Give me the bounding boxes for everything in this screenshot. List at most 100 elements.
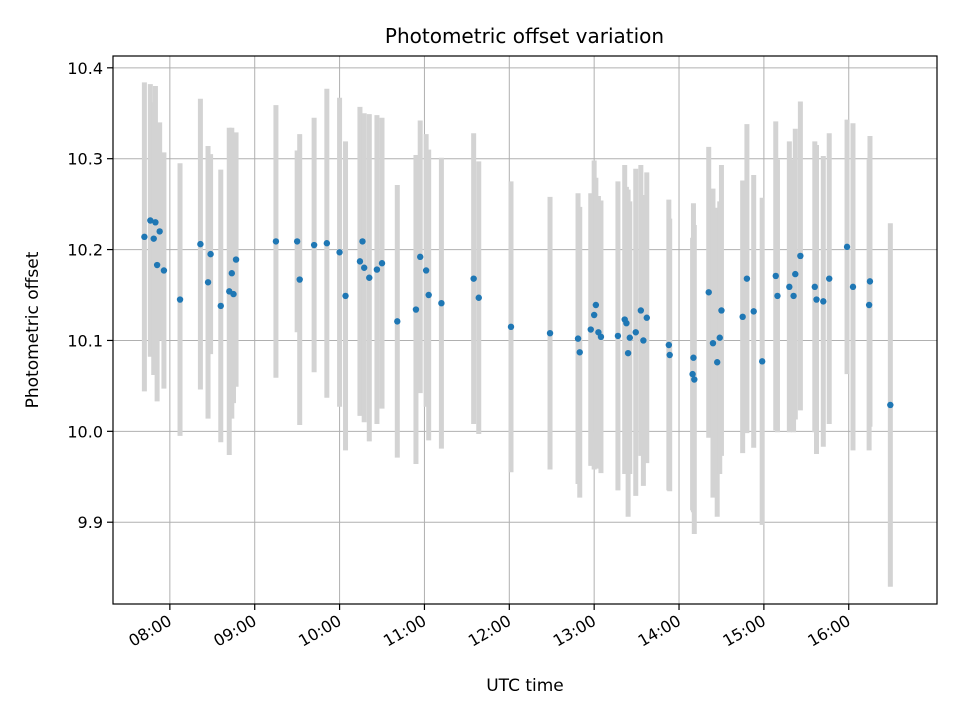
data-point <box>637 307 645 314</box>
data-point <box>360 264 368 271</box>
data-point <box>790 292 797 300</box>
data-point <box>758 358 766 365</box>
data-point <box>394 318 401 325</box>
data-point <box>716 334 723 341</box>
y-axis-label: Photometric offset <box>23 251 43 408</box>
data-point <box>507 323 515 331</box>
data-point <box>792 270 799 278</box>
data-point <box>207 250 214 258</box>
data-point <box>750 308 757 315</box>
y-tick-label: 10.3 <box>67 150 103 169</box>
data-point <box>310 241 318 249</box>
data-point <box>709 339 717 347</box>
data-point <box>820 298 827 305</box>
data-point <box>147 217 154 224</box>
data-point <box>772 272 779 280</box>
plot-frame <box>112 55 938 605</box>
data-point <box>412 306 420 313</box>
data-point <box>887 401 894 409</box>
point-layer <box>141 217 894 409</box>
data-point <box>152 219 159 226</box>
data-point <box>826 275 833 282</box>
y-tick-label: 9.9 <box>78 513 103 532</box>
data-point <box>425 291 432 299</box>
data-point <box>626 334 634 341</box>
data-point <box>718 307 725 314</box>
y-tick-label: 10.0 <box>67 422 103 441</box>
data-point <box>640 337 647 344</box>
data-point <box>811 283 819 291</box>
errorbar-layer <box>141 82 893 587</box>
x-tick-label: 11:00 <box>380 611 429 651</box>
data-point <box>576 349 583 356</box>
data-point <box>546 329 554 337</box>
data-point <box>230 290 237 298</box>
y-tick-labels: 9.9 10.0 10.1 10.2 10.3 10.4 <box>67 59 103 532</box>
data-point <box>176 296 184 303</box>
y-tick-label: 10.2 <box>67 241 103 260</box>
data-point <box>336 249 343 256</box>
data-point <box>666 351 673 359</box>
data-point <box>378 260 386 267</box>
x-tick-label: 14:00 <box>635 611 684 651</box>
data-point <box>587 326 594 333</box>
data-point <box>624 349 632 357</box>
data-point <box>293 238 301 245</box>
data-point <box>865 301 873 309</box>
data-point <box>323 240 331 247</box>
x-tick-label: 09:00 <box>210 611 259 651</box>
chart-title: Photometric offset variation <box>385 24 664 48</box>
data-point <box>614 332 622 340</box>
data-point <box>197 240 204 248</box>
data-point <box>597 333 605 341</box>
data-point <box>228 270 236 277</box>
data-point <box>843 243 851 251</box>
data-point <box>153 261 161 269</box>
tick-layer <box>107 67 850 610</box>
data-point <box>438 299 445 307</box>
data-point <box>786 283 793 291</box>
data-point <box>475 294 482 301</box>
data-point <box>356 258 364 265</box>
data-point <box>232 256 240 263</box>
data-point <box>739 313 746 321</box>
data-point <box>422 267 430 274</box>
data-point <box>813 296 820 303</box>
data-point <box>373 266 381 273</box>
data-point <box>623 319 630 327</box>
data-point <box>366 274 373 281</box>
data-point <box>272 238 280 245</box>
y-tick-label: 10.1 <box>67 331 103 350</box>
data-point <box>774 292 781 300</box>
data-point <box>150 235 157 242</box>
data-point <box>866 278 874 285</box>
data-point <box>296 276 303 283</box>
data-point <box>643 314 650 321</box>
x-tick-label: 15:00 <box>719 611 768 651</box>
x-axis-label: UTC time <box>486 676 564 696</box>
data-point <box>797 252 804 260</box>
x-tick-label: 08:00 <box>125 611 174 651</box>
data-point <box>359 238 366 245</box>
data-point <box>691 376 698 383</box>
data-point <box>743 275 751 282</box>
data-point <box>470 275 477 282</box>
data-point <box>204 279 212 286</box>
data-point <box>849 283 857 291</box>
x-tick-label: 10:00 <box>295 611 344 651</box>
data-point <box>160 267 168 274</box>
data-point <box>665 341 673 349</box>
data-point <box>217 302 224 310</box>
x-tick-label: 13:00 <box>550 611 599 651</box>
x-tick-label: 12:00 <box>465 611 514 651</box>
x-tick-label: 16:00 <box>804 611 853 651</box>
data-point <box>714 359 721 366</box>
data-point <box>574 335 582 342</box>
data-point <box>156 228 163 235</box>
data-point <box>632 329 639 336</box>
data-point <box>342 292 349 300</box>
data-point <box>590 311 598 319</box>
data-point <box>141 233 148 241</box>
